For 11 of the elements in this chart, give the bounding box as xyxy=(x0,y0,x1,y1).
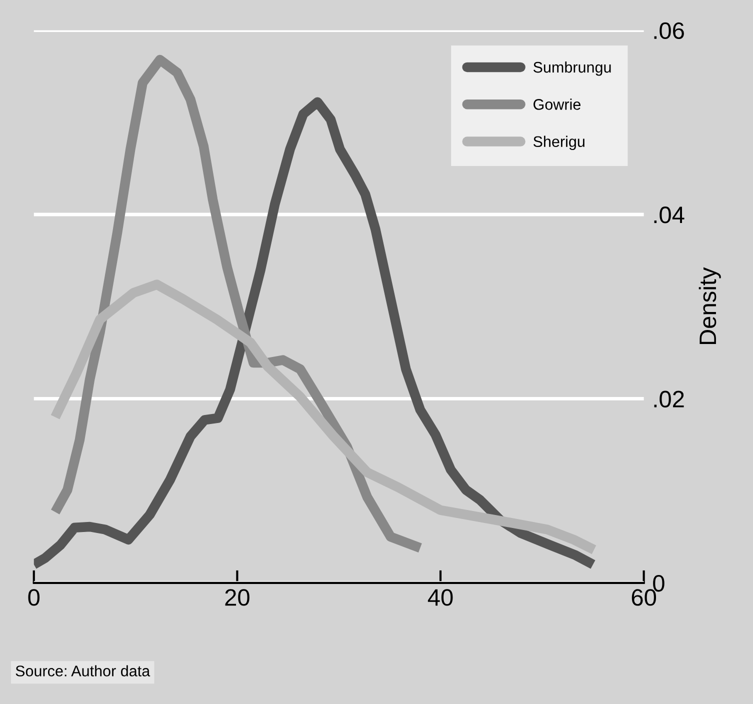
y-tick-label: .04 xyxy=(654,206,684,224)
legend-label: Gowrie xyxy=(534,98,580,110)
y-tick-label: .06 xyxy=(654,22,684,40)
legend-label: Sherigu xyxy=(533,136,584,150)
x-tick-label: 40 xyxy=(428,589,453,606)
y-tick-label: .02 xyxy=(654,390,684,408)
x-tick-label: 0 xyxy=(28,589,40,606)
legend-label: Sumbrungu xyxy=(533,61,611,76)
x-tick-label: 20 xyxy=(225,589,250,606)
y-axis-title: Density xyxy=(698,267,721,344)
source-note: Source: Author data xyxy=(16,665,150,676)
